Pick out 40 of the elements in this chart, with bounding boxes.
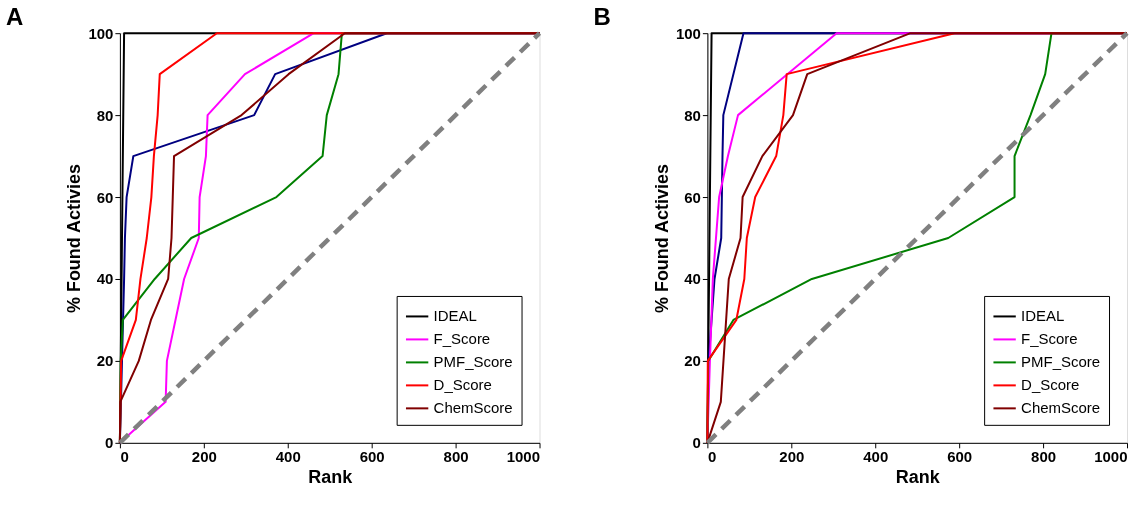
x-tick-label: 0 xyxy=(707,448,717,466)
y-tick-label: 0 xyxy=(105,434,114,452)
y-axis-title: % Found Activies xyxy=(651,163,672,314)
legend-label: PMF_Score xyxy=(1021,353,1101,371)
x-tick-label: 400 xyxy=(863,448,889,466)
y-tick-label: 20 xyxy=(684,352,701,370)
legend-label: D_Score xyxy=(1021,376,1080,394)
y-tick-label: 100 xyxy=(675,24,701,42)
chart-title: A xyxy=(5,3,24,31)
y-tick-label: 60 xyxy=(96,188,114,206)
y-tick-label: 100 xyxy=(88,24,114,42)
x-tick-label: 800 xyxy=(443,448,469,466)
y-tick-label: 80 xyxy=(684,106,701,124)
chart-title: B xyxy=(593,3,611,31)
x-tick-label: 800 xyxy=(1031,448,1057,466)
y-tick-label: 20 xyxy=(96,352,114,370)
legend-label: F_Score xyxy=(433,330,491,348)
legend-label: IDEAL xyxy=(1021,307,1065,325)
y-tick-label: 80 xyxy=(96,106,114,124)
y-tick-label: 40 xyxy=(96,270,114,288)
x-axis-title: Rank xyxy=(895,467,941,488)
legend-label: F_Score xyxy=(1021,330,1078,348)
x-tick-label: 1000 xyxy=(506,448,541,466)
x-tick-label: 200 xyxy=(779,448,805,466)
y-tick-label: 40 xyxy=(684,270,701,288)
y-tick-label: 0 xyxy=(692,434,701,452)
x-axis-title: Rank xyxy=(308,467,354,488)
x-tick-label: 1000 xyxy=(1094,448,1128,466)
y-axis-title: % Found Activies xyxy=(64,163,85,314)
x-tick-label: 600 xyxy=(947,448,973,466)
x-tick-label: 0 xyxy=(120,448,129,466)
legend-label: PMF_Score xyxy=(433,353,513,371)
x-tick-label: 400 xyxy=(275,448,301,466)
y-tick-label: 60 xyxy=(684,188,701,206)
legend-label: IDEAL xyxy=(433,307,477,325)
legend-label: D_Score xyxy=(433,376,492,394)
legend-label: ChemScore xyxy=(1021,399,1101,417)
legend-label: ChemScore xyxy=(433,399,513,417)
x-tick-label: 600 xyxy=(359,448,385,466)
x-tick-label: 200 xyxy=(191,448,217,466)
